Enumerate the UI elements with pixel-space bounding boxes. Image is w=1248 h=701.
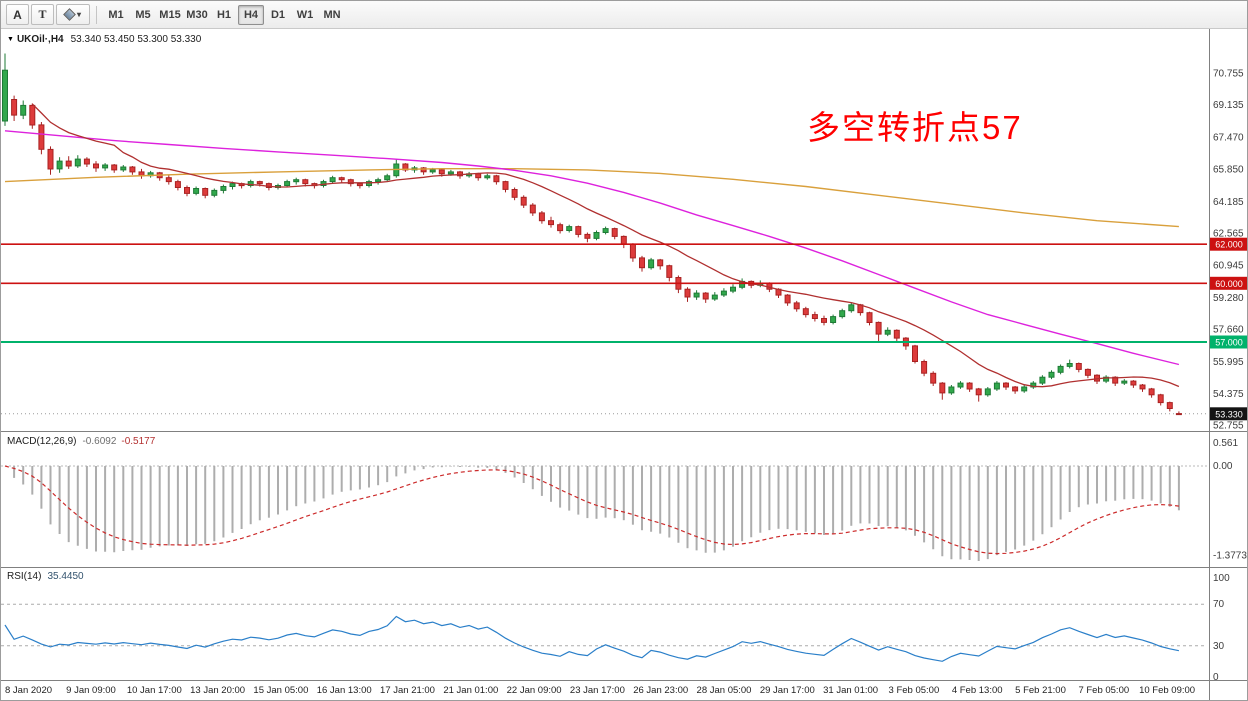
- tab-timeframe-m5[interactable]: M5: [130, 5, 156, 25]
- ma-medium-line: [4, 130, 1180, 366]
- ma-fast-line: [31, 103, 1180, 388]
- chart-symbol-timeframe: UKOil·,H4: [16, 34, 64, 45]
- svg-text:22 Jan 09:00: 22 Jan 09:00: [507, 685, 562, 696]
- svg-text:16 Jan 13:00: 16 Jan 13:00: [317, 685, 372, 696]
- svg-text:10 Feb 09:00: 10 Feb 09:00: [1139, 685, 1195, 696]
- svg-text:0: 0: [1213, 672, 1219, 683]
- caret-down-icon: ▾: [76, 10, 81, 19]
- macd-main-value: -0.6092: [82, 436, 117, 447]
- svg-text:55.995: 55.995: [1213, 357, 1244, 368]
- svg-text:3 Feb 05:00: 3 Feb 05:00: [889, 685, 940, 696]
- tab-timeframe-m15[interactable]: M15: [157, 5, 183, 25]
- tab-timeframe-m30[interactable]: M30: [184, 5, 210, 25]
- symbol-dropdown-icon[interactable]: ▼: [7, 36, 14, 43]
- svg-text:15 Jan 05:00: 15 Jan 05:00: [253, 685, 308, 696]
- svg-text:70: 70: [1213, 599, 1225, 610]
- svg-text:29 Jan 17:00: 29 Jan 17:00: [760, 685, 815, 696]
- text-tool-button[interactable]: A: [6, 4, 29, 25]
- tab-timeframe-h4[interactable]: H4: [238, 4, 264, 25]
- svg-text:0.00: 0.00: [1213, 461, 1233, 472]
- svg-text:8 Jan 2020: 8 Jan 2020: [5, 685, 52, 696]
- tab-timeframe-h1[interactable]: H1: [211, 5, 237, 25]
- svg-text:28 Jan 05:00: 28 Jan 05:00: [697, 685, 752, 696]
- rsi-line: [4, 615, 1180, 662]
- shape-tool-icon: [63, 8, 76, 21]
- svg-text:21 Jan 01:00: 21 Jan 01:00: [443, 685, 498, 696]
- chart-canvas[interactable]: 70.755 69.135 67.470 65.850 64.185 62.565 60.9…: [1, 29, 1248, 701]
- svg-text:100: 100: [1213, 573, 1230, 584]
- svg-text:62.000: 62.000: [1215, 240, 1243, 250]
- macd-signal-line: [4, 465, 1179, 555]
- chart-area: 70.755 69.135 67.470 65.850 64.185 62.565 60.9…: [1, 29, 1248, 701]
- ma-slow-line: [4, 168, 1179, 228]
- svg-text:13 Jan 20:00: 13 Jan 20:00: [190, 685, 245, 696]
- svg-text:60.000: 60.000: [1215, 279, 1243, 289]
- svg-text:4 Feb 13:00: 4 Feb 13:00: [952, 685, 1003, 696]
- macd-name: MACD(12,26,9): [7, 436, 77, 447]
- macd-signal-value: -0.5177: [121, 436, 156, 447]
- svg-text:9 Jan 09:00: 9 Jan 09:00: [66, 685, 116, 696]
- drawing-tool-dropdown[interactable]: ▾: [56, 4, 90, 25]
- svg-text:64.185: 64.185: [1213, 197, 1244, 208]
- chart-title: ▼ UKOil·,H4 53.340 53.450 53.300 53.330: [7, 34, 201, 46]
- tab-timeframe-w1[interactable]: W1: [292, 5, 318, 25]
- rsi-indicator-label: RSI(14) 35.4450: [7, 571, 84, 583]
- svg-text:57.660: 57.660: [1213, 325, 1244, 336]
- svg-text:67.470: 67.470: [1213, 133, 1244, 144]
- svg-text:17 Jan 21:00: 17 Jan 21:00: [380, 685, 435, 696]
- svg-text:7 Feb 05:00: 7 Feb 05:00: [1078, 685, 1129, 696]
- tab-timeframe-mn[interactable]: MN: [319, 5, 345, 25]
- svg-text:5 Feb 21:00: 5 Feb 21:00: [1015, 685, 1066, 696]
- chart-annotation-text: 多空转折点57: [807, 109, 1023, 146]
- timeframe-group: M1 M5 M15 M30 H1 H4 D1 W1 MN: [103, 4, 345, 25]
- macd-pane: [1, 465, 1207, 561]
- svg-text:59.280: 59.280: [1213, 293, 1244, 304]
- rsi-pane: [1, 603, 1207, 662]
- svg-text:0.561: 0.561: [1213, 438, 1238, 449]
- price-axis[interactable]: 70.755 69.135 67.470 65.850 64.185 62.565 60.9…: [1210, 69, 1248, 684]
- price-tag-62.000: [1210, 237, 1247, 251]
- svg-text:54.375: 54.375: [1213, 389, 1244, 400]
- toolbar-separator: [96, 5, 97, 24]
- price-tag-53.330: [1210, 407, 1247, 421]
- time-axis[interactable]: 8 Jan 2020 9 Jan 09:00 10 Jan 17:00 13 Jan …: [5, 685, 1195, 696]
- svg-text:23 Jan 17:00: 23 Jan 17:00: [570, 685, 625, 696]
- macd-indicator-label: MACD(12,26,9) -0.6092 -0.5177: [7, 436, 155, 448]
- text-label-tool-button[interactable]: T: [31, 4, 54, 25]
- tab-timeframe-m1[interactable]: M1: [103, 5, 129, 25]
- svg-text:57.000: 57.000: [1215, 338, 1243, 348]
- rsi-name: RSI(14): [7, 571, 42, 582]
- svg-text:69.135: 69.135: [1213, 100, 1244, 111]
- svg-text:62.565: 62.565: [1213, 229, 1244, 240]
- svg-text:26 Jan 23:00: 26 Jan 23:00: [633, 685, 688, 696]
- svg-text:52.755: 52.755: [1213, 421, 1244, 432]
- tab-timeframe-d1[interactable]: D1: [265, 5, 291, 25]
- price-tag-57.000: [1210, 335, 1247, 349]
- svg-text:31 Jan 01:00: 31 Jan 01:00: [823, 685, 878, 696]
- svg-text:60.945: 60.945: [1213, 260, 1244, 271]
- chart-background: [1, 29, 1247, 700]
- rsi-value: 35.4450: [47, 571, 84, 582]
- svg-text:65.850: 65.850: [1213, 164, 1244, 175]
- svg-text:30: 30: [1213, 641, 1225, 652]
- main-price-pane: [1, 53, 1207, 416]
- svg-text:53.330: 53.330: [1215, 409, 1243, 419]
- svg-text:70.755: 70.755: [1213, 69, 1244, 80]
- svg-text:-1.3773: -1.3773: [1213, 550, 1247, 561]
- toolbar: A T ▾ M1 M5 M15 M30 H1 H4 D1 W1 MN: [1, 1, 1247, 29]
- price-tag-60.000: [1210, 276, 1247, 290]
- svg-text:10 Jan 17:00: 10 Jan 17:00: [127, 685, 182, 696]
- chart-ohlc-values: 53.340 53.450 53.300 53.330: [70, 34, 202, 45]
